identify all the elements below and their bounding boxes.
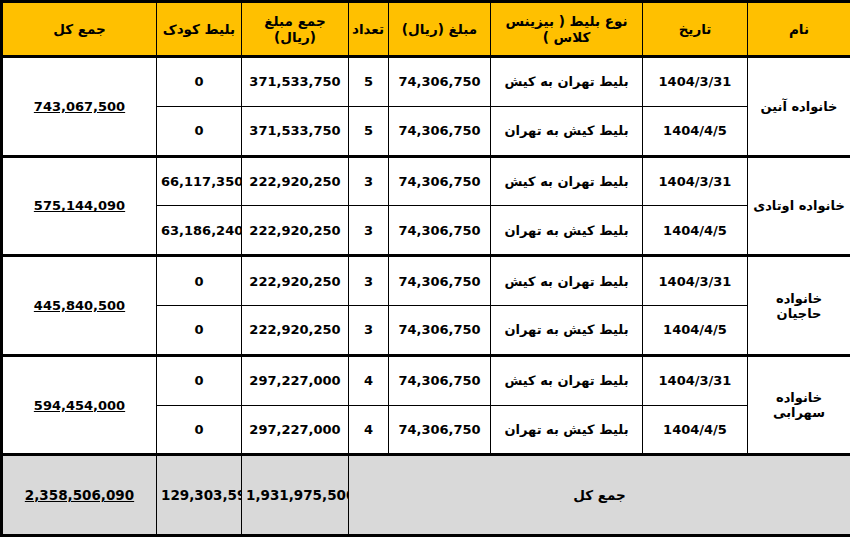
count-cell: 3 bbox=[349, 306, 389, 356]
table-row: خانواده آنین 1404/3/31 بلیط تهران به کیش… bbox=[2, 57, 850, 107]
count-cell: 3 bbox=[349, 206, 389, 256]
family-name-cell: خانواده آنین bbox=[748, 57, 850, 157]
count-cell: 4 bbox=[349, 355, 389, 405]
count-cell: 4 bbox=[349, 405, 389, 455]
footer-grand-total-cell: 2,358,506,090 bbox=[2, 455, 157, 536]
date-cell: 1404/3/31 bbox=[643, 256, 748, 306]
count-cell: 3 bbox=[349, 256, 389, 306]
date-cell: 1404/4/5 bbox=[643, 206, 748, 256]
total-amount-cell: 297,227,000 bbox=[242, 355, 349, 405]
header-date: تاریخ bbox=[643, 2, 748, 57]
amount-cell: 74,306,750 bbox=[389, 206, 491, 256]
ticket-type-cell: بلیط کیش به تهران bbox=[491, 306, 643, 356]
ticket-type-cell: بلیط کیش به تهران bbox=[491, 405, 643, 455]
ticket-type-cell: بلیط کیش به تهران bbox=[491, 106, 643, 156]
table-row: خانواده سهرابی 1404/3/31 بلیط تهران به ک… bbox=[2, 355, 850, 405]
child-ticket-cell: 0 bbox=[157, 306, 242, 356]
header-total-amount: جمع مبلغ (ریال) bbox=[242, 2, 349, 57]
date-cell: 1404/3/31 bbox=[643, 355, 748, 405]
count-cell: 5 bbox=[349, 106, 389, 156]
child-ticket-cell: 0 bbox=[157, 355, 242, 405]
count-cell: 3 bbox=[349, 156, 389, 206]
family-name-cell: خانواده اوتادی bbox=[748, 156, 850, 256]
tickets-table: نام تاریخ نوع بلیط ( بیزینس کلاس ) مبلغ … bbox=[0, 0, 850, 537]
amount-cell: 74,306,750 bbox=[389, 156, 491, 206]
total-amount-cell: 222,920,250 bbox=[242, 256, 349, 306]
child-ticket-cell: 0 bbox=[157, 106, 242, 156]
child-ticket-cell: 0 bbox=[157, 405, 242, 455]
amount-cell: 74,306,750 bbox=[389, 256, 491, 306]
family-name-cell: خانواده حاجیان bbox=[748, 256, 850, 356]
family-grand-total-cell: 743,067,500 bbox=[2, 57, 157, 157]
amount-cell: 74,306,750 bbox=[389, 57, 491, 107]
amount-cell: 74,306,750 bbox=[389, 106, 491, 156]
header-amount: مبلغ (ریال) bbox=[389, 2, 491, 57]
ticket-type-cell: بلیط تهران به کیش bbox=[491, 355, 643, 405]
family-grand-total-cell: 575,144,090 bbox=[2, 156, 157, 256]
header-child-ticket: بلیط کودک bbox=[157, 2, 242, 57]
table-row: خانواده حاجیان 1404/3/31 بلیط تهران به ک… bbox=[2, 256, 850, 306]
amount-cell: 74,306,750 bbox=[389, 306, 491, 356]
total-amount-cell: 371,533,750 bbox=[242, 57, 349, 107]
child-ticket-cell: 63,186,240 bbox=[157, 206, 242, 256]
date-cell: 1404/3/31 bbox=[643, 156, 748, 206]
child-ticket-cell: 0 bbox=[157, 256, 242, 306]
table-row: خانواده اوتادی 1404/3/31 بلیط تهران به ک… bbox=[2, 156, 850, 206]
table-header-row: نام تاریخ نوع بلیط ( بیزینس کلاس ) مبلغ … bbox=[2, 2, 850, 57]
date-cell: 1404/4/5 bbox=[643, 306, 748, 356]
ticket-type-cell: بلیط تهران به کیش bbox=[491, 256, 643, 306]
footer-total-amount-cell: 1,931,975,500 bbox=[242, 455, 349, 536]
family-grand-total-cell: 594,454,000 bbox=[2, 355, 157, 455]
date-cell: 1404/4/5 bbox=[643, 106, 748, 156]
header-grand-total: جمع کل bbox=[2, 2, 157, 57]
footer-child-ticket-cell: 129,303,590 bbox=[157, 455, 242, 536]
header-ticket-type: نوع بلیط ( بیزینس کلاس ) bbox=[491, 2, 643, 57]
child-ticket-cell: 66,117,350 bbox=[157, 156, 242, 206]
total-amount-cell: 297,227,000 bbox=[242, 405, 349, 455]
header-name: نام bbox=[748, 2, 850, 57]
ticket-type-cell: بلیط تهران به کیش bbox=[491, 156, 643, 206]
total-amount-cell: 222,920,250 bbox=[242, 206, 349, 256]
child-ticket-cell: 0 bbox=[157, 57, 242, 107]
family-name-cell: خانواده سهرابی bbox=[748, 355, 850, 455]
footer-label-cell: جمع کل bbox=[349, 455, 850, 536]
table-footer-row: جمع کل 1,931,975,500 129,303,590 2,358,5… bbox=[2, 455, 850, 536]
ticket-type-cell: بلیط کیش به تهران bbox=[491, 206, 643, 256]
total-amount-cell: 371,533,750 bbox=[242, 106, 349, 156]
total-amount-cell: 222,920,250 bbox=[242, 156, 349, 206]
date-cell: 1404/4/5 bbox=[643, 405, 748, 455]
ticket-type-cell: بلیط تهران به کیش bbox=[491, 57, 643, 107]
family-grand-total-cell: 445,840,500 bbox=[2, 256, 157, 356]
total-amount-cell: 222,920,250 bbox=[242, 306, 349, 356]
amount-cell: 74,306,750 bbox=[389, 405, 491, 455]
count-cell: 5 bbox=[349, 57, 389, 107]
amount-cell: 74,306,750 bbox=[389, 355, 491, 405]
header-count: تعداد bbox=[349, 2, 389, 57]
tickets-sheet: نام تاریخ نوع بلیط ( بیزینس کلاس ) مبلغ … bbox=[0, 0, 850, 537]
date-cell: 1404/3/31 bbox=[643, 57, 748, 107]
